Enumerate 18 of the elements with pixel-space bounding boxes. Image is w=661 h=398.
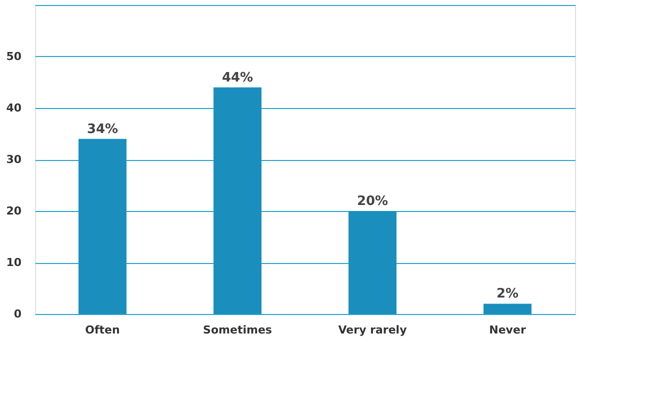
bar	[348, 211, 396, 314]
bar	[214, 87, 262, 314]
y-tick-label: 20	[6, 204, 22, 218]
y-tick-label: 10	[6, 256, 22, 269]
data-label: 44%	[222, 70, 254, 86]
data-label: 2%	[496, 286, 519, 302]
x-tick-label: Sometimes	[203, 324, 272, 336]
x-tick-label: Very rarely	[338, 324, 407, 336]
data-label: 34%	[86, 122, 118, 137]
bar	[78, 138, 126, 314]
y-tick-label: 50	[6, 50, 22, 63]
data-label: 20%	[356, 194, 388, 209]
x-tick-label: Never	[489, 324, 526, 336]
y-tick-label: 0	[14, 308, 22, 320]
bar	[484, 304, 532, 314]
x-tick-label: Often	[85, 324, 120, 336]
y-tick-label: 40	[6, 102, 22, 114]
y-tick-label: 30	[6, 153, 22, 166]
